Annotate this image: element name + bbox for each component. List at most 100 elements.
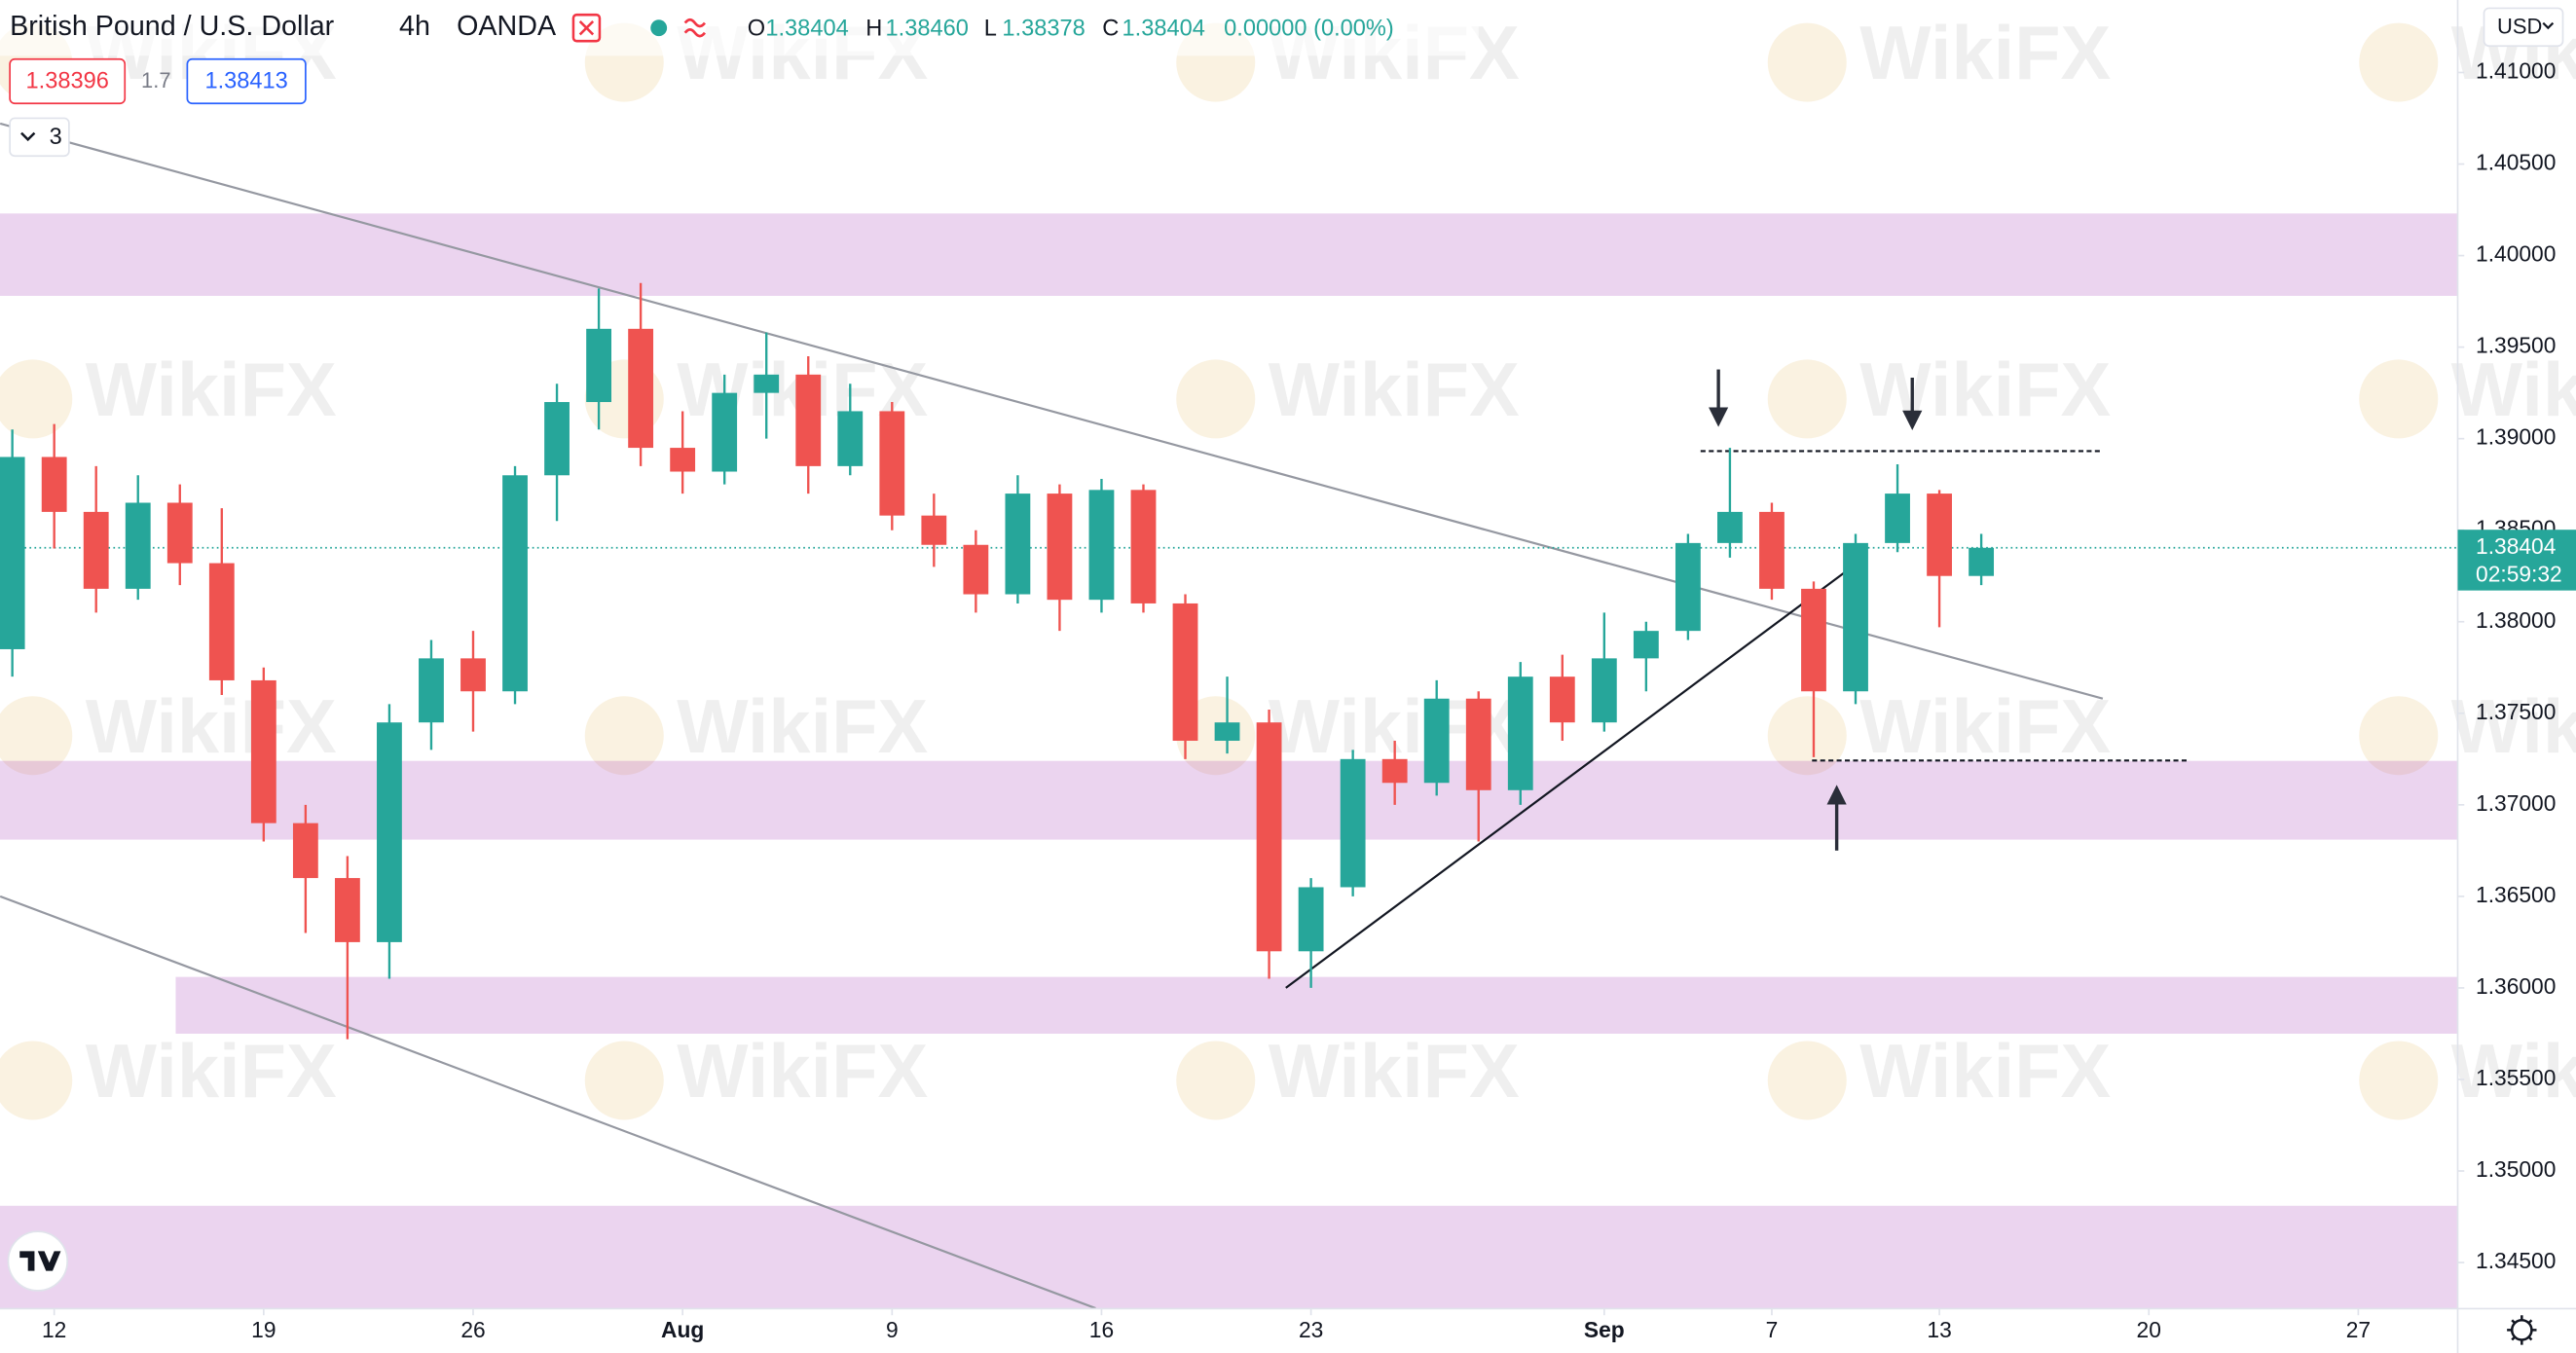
change-value: 0.00000 (0.00%)	[1224, 17, 1394, 42]
x-tick-label: 12	[42, 1317, 66, 1342]
candle-body	[963, 544, 989, 595]
y-tick-label: 1.34500	[2476, 1248, 2556, 1273]
candle-body	[460, 658, 486, 692]
watermark-logo	[2359, 696, 2439, 776]
last-price-badge	[2457, 530, 2576, 591]
candle-body	[879, 411, 905, 516]
candle-body	[1130, 490, 1157, 603]
watermark: WikiFX	[86, 685, 337, 769]
candle-body	[1047, 494, 1073, 601]
watermark-logo	[1767, 359, 1847, 439]
last-price-label: 1.38404	[2476, 533, 2556, 559]
chevron	[20, 131, 36, 142]
watermark: WikiFX	[677, 1030, 928, 1114]
candle-body	[754, 374, 780, 393]
countdown: 02:59:32	[2476, 561, 2562, 586]
x-tick-label: 19	[251, 1317, 276, 1342]
candle-body	[1927, 494, 1952, 576]
watermark-logo	[2359, 359, 2439, 439]
settings-teeth	[2507, 1315, 2537, 1345]
candle-body	[795, 374, 822, 466]
price-axis: 1.410001.405001.400001.395001.390001.385…	[2457, 58, 2576, 1273]
candle-body	[1633, 631, 1659, 659]
candle-body	[1298, 887, 1324, 952]
close-key: C	[1102, 17, 1119, 42]
candle-body	[1843, 542, 1868, 692]
candle-body	[921, 515, 947, 545]
candle-body	[1549, 676, 1575, 723]
indicator-toggle[interactable]	[9, 117, 70, 158]
header-bg	[0, 0, 1479, 56]
trend-line	[1285, 569, 1849, 989]
candle-body	[1005, 494, 1031, 595]
data-status[interactable]	[683, 18, 707, 38]
candle-body	[1969, 547, 1995, 576]
watermark: WikiFX	[1269, 1030, 1520, 1114]
candle-body	[41, 457, 67, 512]
x-tick-label: Sep	[1584, 1317, 1625, 1342]
candle-body	[1801, 588, 1826, 692]
watermark-logo	[0, 696, 73, 776]
buy-price: 1.38413	[204, 69, 287, 94]
high-key: H	[865, 17, 882, 42]
y-tick-label: 1.39500	[2476, 333, 2556, 358]
candle-body	[670, 448, 696, 472]
watermark: WikiFX	[2451, 1030, 2576, 1114]
candle-body	[377, 722, 402, 942]
sell-button[interactable]	[9, 57, 127, 105]
open-value: 1.38404	[765, 17, 848, 42]
logo[interactable]	[7, 1230, 69, 1292]
candle-body	[125, 502, 151, 589]
candle-body	[544, 402, 570, 476]
watermark-logo	[1176, 1041, 1256, 1120]
y-tick-label: 1.41000	[2476, 58, 2556, 84]
watermark-logo	[584, 696, 664, 776]
currency: USD	[2497, 14, 2542, 38]
watermark: WikiFX	[1859, 348, 2111, 432]
candle-body	[250, 679, 276, 823]
candle-body	[628, 328, 654, 449]
symbol-title[interactable]: British Pound / U.S. Dollar	[10, 11, 335, 42]
x-tick-label: 7	[1766, 1317, 1779, 1342]
candle-body	[1674, 542, 1701, 632]
indicator-count: 3	[50, 125, 62, 150]
candle-body	[586, 328, 611, 403]
watermark: WikiFX	[2451, 348, 2576, 432]
candle-body	[1214, 722, 1240, 742]
watermark: WikiFX	[1269, 348, 1520, 432]
time-axis: 12 19 26 Aug 9 16 23 Sep 7 13 20 27	[42, 1308, 2371, 1342]
watermark: WikiFX	[1859, 685, 2111, 769]
candle-body	[837, 411, 864, 466]
candle-body	[166, 502, 193, 564]
x-tick-label: 23	[1299, 1317, 1323, 1342]
trend-line	[0, 895, 1096, 1309]
y-tick-label: 1.38000	[2476, 607, 2556, 633]
candle-body	[1885, 494, 1910, 543]
candle-body	[0, 457, 25, 649]
candle-body	[1340, 758, 1366, 888]
low-key: L	[984, 17, 997, 42]
watermark: WikiFX	[677, 685, 928, 769]
exchange[interactable]: OANDA	[457, 11, 557, 42]
support-resistance-zone	[0, 760, 2458, 840]
watermark-logo	[584, 1041, 664, 1120]
candle-body	[502, 475, 528, 692]
x-tick-label: Aug	[661, 1317, 704, 1342]
market-status[interactable]	[650, 19, 668, 37]
alert-icon[interactable]	[571, 13, 602, 43]
close-value: 1.38404	[1122, 17, 1205, 42]
candle-body	[1088, 490, 1115, 601]
y-tick-label: 1.40500	[2476, 150, 2556, 175]
y-tick-label: 1.35500	[2476, 1065, 2556, 1090]
candle-body	[1172, 603, 1198, 742]
support-resistance-zone	[0, 213, 2458, 296]
x-tick-label: 16	[1089, 1317, 1114, 1342]
candle-body	[1465, 698, 1491, 790]
candle-body	[83, 511, 109, 589]
buy-button[interactable]	[186, 57, 307, 105]
currency-button[interactable]	[2483, 7, 2564, 48]
candle-body	[1423, 698, 1450, 784]
interval[interactable]: 4h	[399, 11, 430, 42]
